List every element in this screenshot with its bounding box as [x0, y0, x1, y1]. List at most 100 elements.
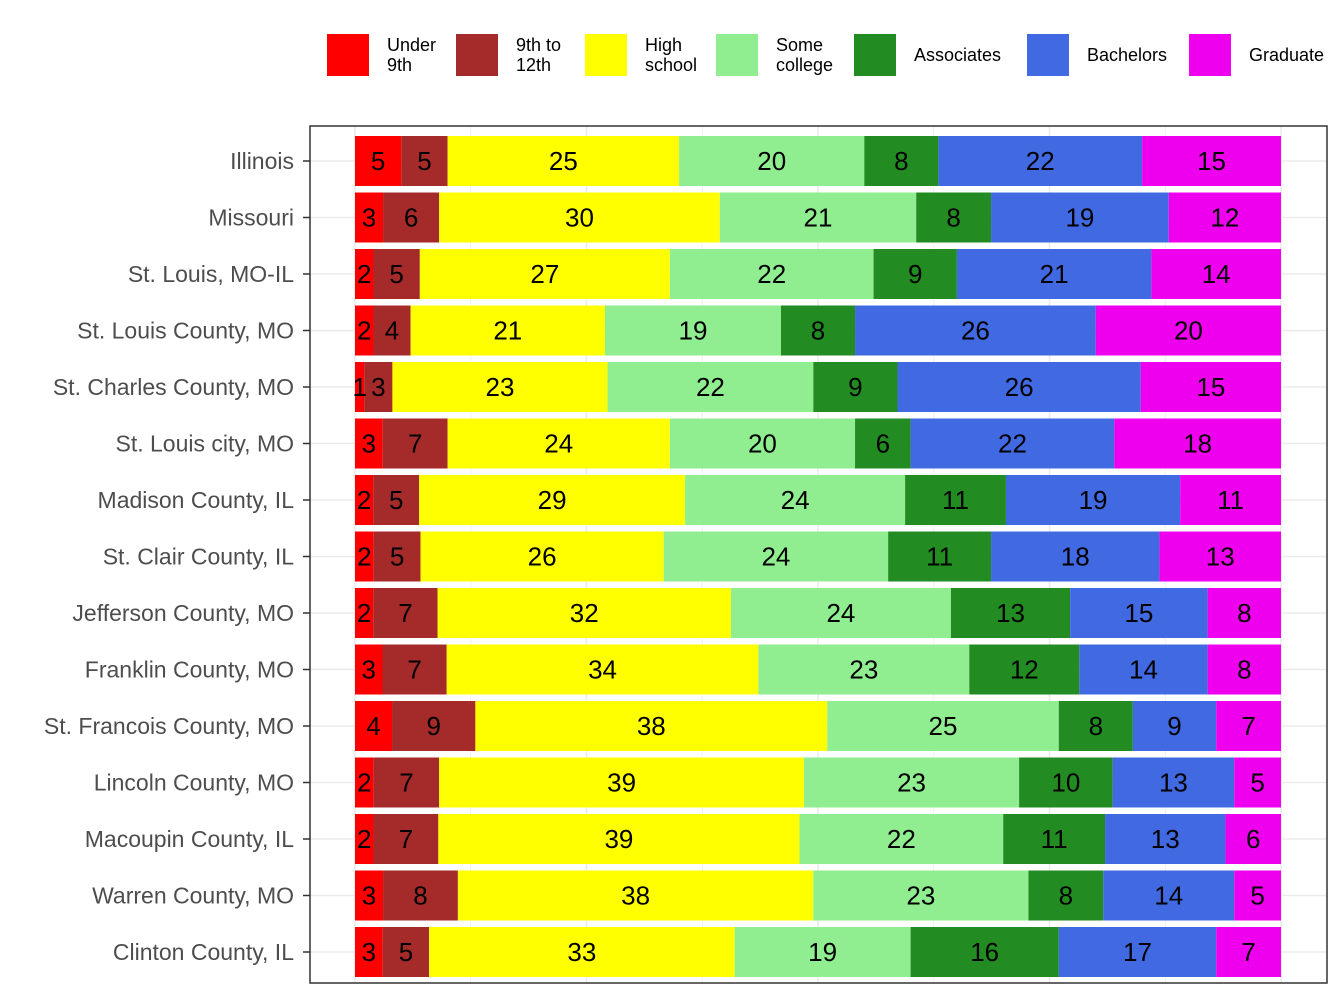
- bar-value-label: 15: [1197, 146, 1226, 176]
- y-tick-label-st-charles-county-mo: St. Charles County, MO: [53, 374, 294, 400]
- legend-key-9th-to-12th: [456, 34, 498, 76]
- bar-value-label: 19: [679, 316, 708, 346]
- bar-segment-st-francois-county-mo-graduate: [1216, 701, 1281, 751]
- legend-label: Associates: [914, 45, 1001, 65]
- legend-key-under-9th: [327, 34, 369, 76]
- bar-segment-st-louis-mo-il-associates: [873, 249, 957, 299]
- bar-labels: 5 5 25 20 8 22 153 6 30 21 8 19 122 5 27 22 9 21 142 4 21 19 8…: [352, 146, 1264, 967]
- bar-value-label: 25: [549, 146, 578, 176]
- bar-value-label: 3: [362, 203, 376, 233]
- bar-value-label: 21: [1040, 259, 1069, 289]
- legend-key-bachelors: [1027, 34, 1069, 76]
- bar-value-label: 11: [926, 542, 953, 572]
- bar-value-label: 13: [1206, 542, 1235, 572]
- bar-value-label: 2: [357, 598, 371, 628]
- legend-item-high-school: High school: [585, 34, 697, 76]
- bar-segment-st-louis-city-mo-under-9th: [355, 418, 383, 469]
- bar-segment-st-louis-county-mo-graduate: [1095, 305, 1281, 356]
- bar-value-label: 29: [538, 485, 567, 515]
- bar-value-label: 13: [1159, 768, 1188, 798]
- bar-segment-illinois-9th-to-12th: [401, 136, 448, 186]
- bar-value-label: 19: [1079, 485, 1108, 515]
- bar-value-label: 13: [1151, 824, 1180, 854]
- legend-label: Graduate: [1249, 45, 1324, 65]
- bar-value-label: 11: [1217, 485, 1244, 515]
- bar-value-label: 5: [389, 259, 403, 289]
- bar-segment-jefferson-county-mo-high-school: [437, 588, 731, 638]
- bar-value-label: 6: [1246, 824, 1260, 854]
- bar-segment-st-charles-county-mo-associates: [813, 362, 898, 412]
- bar-segment-st-francois-county-mo-9th-to-12th: [392, 701, 476, 751]
- bar-value-label: 10: [1051, 768, 1080, 798]
- bar-value-label: 8: [894, 146, 908, 176]
- bar-value-label: 8: [1237, 598, 1251, 628]
- bar-segment-warren-county-mo-under-9th: [355, 870, 384, 921]
- bar-value-label: 2: [357, 768, 371, 798]
- bar-segment-madison-county-il-some-college: [685, 475, 906, 525]
- bar-value-label: 21: [493, 316, 522, 346]
- bar-segment-clinton-county-il-bachelors: [1058, 927, 1217, 977]
- bar-segment-st-clair-county-il-bachelors: [991, 531, 1160, 582]
- bar-segment-jefferson-county-mo-bachelors: [1070, 588, 1208, 638]
- bar-segment-st-louis-city-mo-bachelors: [910, 418, 1115, 469]
- legend-label: Bachelors: [1087, 45, 1167, 65]
- bar-segment-st-louis-county-mo-some-college: [605, 305, 781, 356]
- bar-segment-st-louis-mo-il-high-school: [419, 249, 670, 299]
- bar-segment-madison-county-il-graduate: [1180, 475, 1281, 525]
- bar-value-label: 11: [1041, 824, 1068, 854]
- bar-segment-illinois-under-9th: [355, 136, 402, 186]
- y-tick-label-warren-county-mo: Warren County, MO: [92, 883, 294, 909]
- bar-segment-clinton-county-il-high-school: [429, 927, 735, 977]
- bar-segment-missouri-graduate: [1168, 192, 1281, 243]
- legend-item-graduate: Graduate: [1189, 34, 1324, 76]
- bar-value-label: 24: [544, 429, 573, 459]
- bar-value-label: 7: [1241, 711, 1255, 741]
- bar-value-label: 9: [1167, 711, 1181, 741]
- bar-segment-lincoln-county-mo-under-9th: [355, 757, 374, 808]
- bar-segment-missouri-some-college: [719, 192, 917, 243]
- legend-item-9th-to-12th: 9th to 12th: [456, 34, 561, 76]
- bar-segment-st-louis-city-mo-high-school: [447, 418, 670, 469]
- bar-segment-st-francois-county-mo-bachelors: [1132, 701, 1217, 751]
- bar-segment-st-clair-county-il-associates: [888, 531, 992, 582]
- bar-value-label: 14: [1129, 655, 1158, 685]
- bar-value-label: 15: [1124, 598, 1153, 628]
- bar-segment-missouri-bachelors: [991, 192, 1169, 243]
- bar-segment-lincoln-county-mo-9th-to-12th: [373, 757, 440, 808]
- bar-segment-st-clair-county-il-9th-to-12th: [373, 531, 421, 582]
- bar-segment-st-louis-county-mo-bachelors: [855, 305, 1096, 356]
- bar-segment-st-louis-county-mo-associates: [780, 305, 856, 356]
- bar-value-label: 24: [761, 542, 790, 572]
- bar-value-label: 22: [998, 429, 1027, 459]
- bar-value-label: 7: [399, 824, 413, 854]
- bar-segment-clinton-county-il-graduate: [1216, 927, 1281, 977]
- bar-value-label: 24: [781, 485, 810, 515]
- bar-value-label: 6: [404, 203, 418, 233]
- bar-value-label: 5: [399, 937, 413, 967]
- y-tick-label-st-louis-city-mo: St. Louis city, MO: [115, 431, 294, 457]
- bar-value-label: 5: [390, 542, 404, 572]
- bar-value-label: 6: [876, 429, 890, 459]
- bar-value-label: 16: [970, 937, 999, 967]
- bar-value-label: 33: [567, 937, 596, 967]
- bar-segment-st-clair-county-il-some-college: [663, 531, 889, 582]
- bar-segment-madison-county-il-bachelors: [1005, 475, 1181, 525]
- legend-item-some-college: Some college: [716, 34, 833, 76]
- bar-segment-st-francois-county-mo-associates: [1058, 701, 1133, 751]
- bar-segment-franklin-county-mo-bachelors: [1079, 644, 1208, 695]
- bar-value-label: 7: [398, 598, 412, 628]
- bar-segment-st-charles-county-mo-9th-to-12th: [364, 362, 393, 412]
- bar-value-label: 20: [757, 146, 786, 176]
- bar-segment-st-clair-county-il-graduate: [1159, 531, 1281, 582]
- bar-value-label: 22: [1026, 146, 1055, 176]
- bar-value-label: 39: [604, 824, 633, 854]
- bar-value-label: 22: [696, 372, 725, 402]
- bar-segment-macoupin-county-il-graduate: [1225, 814, 1281, 864]
- bar-value-label: 7: [408, 429, 422, 459]
- bar-value-label: 38: [637, 711, 666, 741]
- bar-value-label: 38: [621, 881, 650, 911]
- bar-value-label: 8: [1089, 711, 1103, 741]
- legend-item-bachelors: Bachelors: [1027, 34, 1167, 76]
- legend-label: High school: [645, 35, 697, 75]
